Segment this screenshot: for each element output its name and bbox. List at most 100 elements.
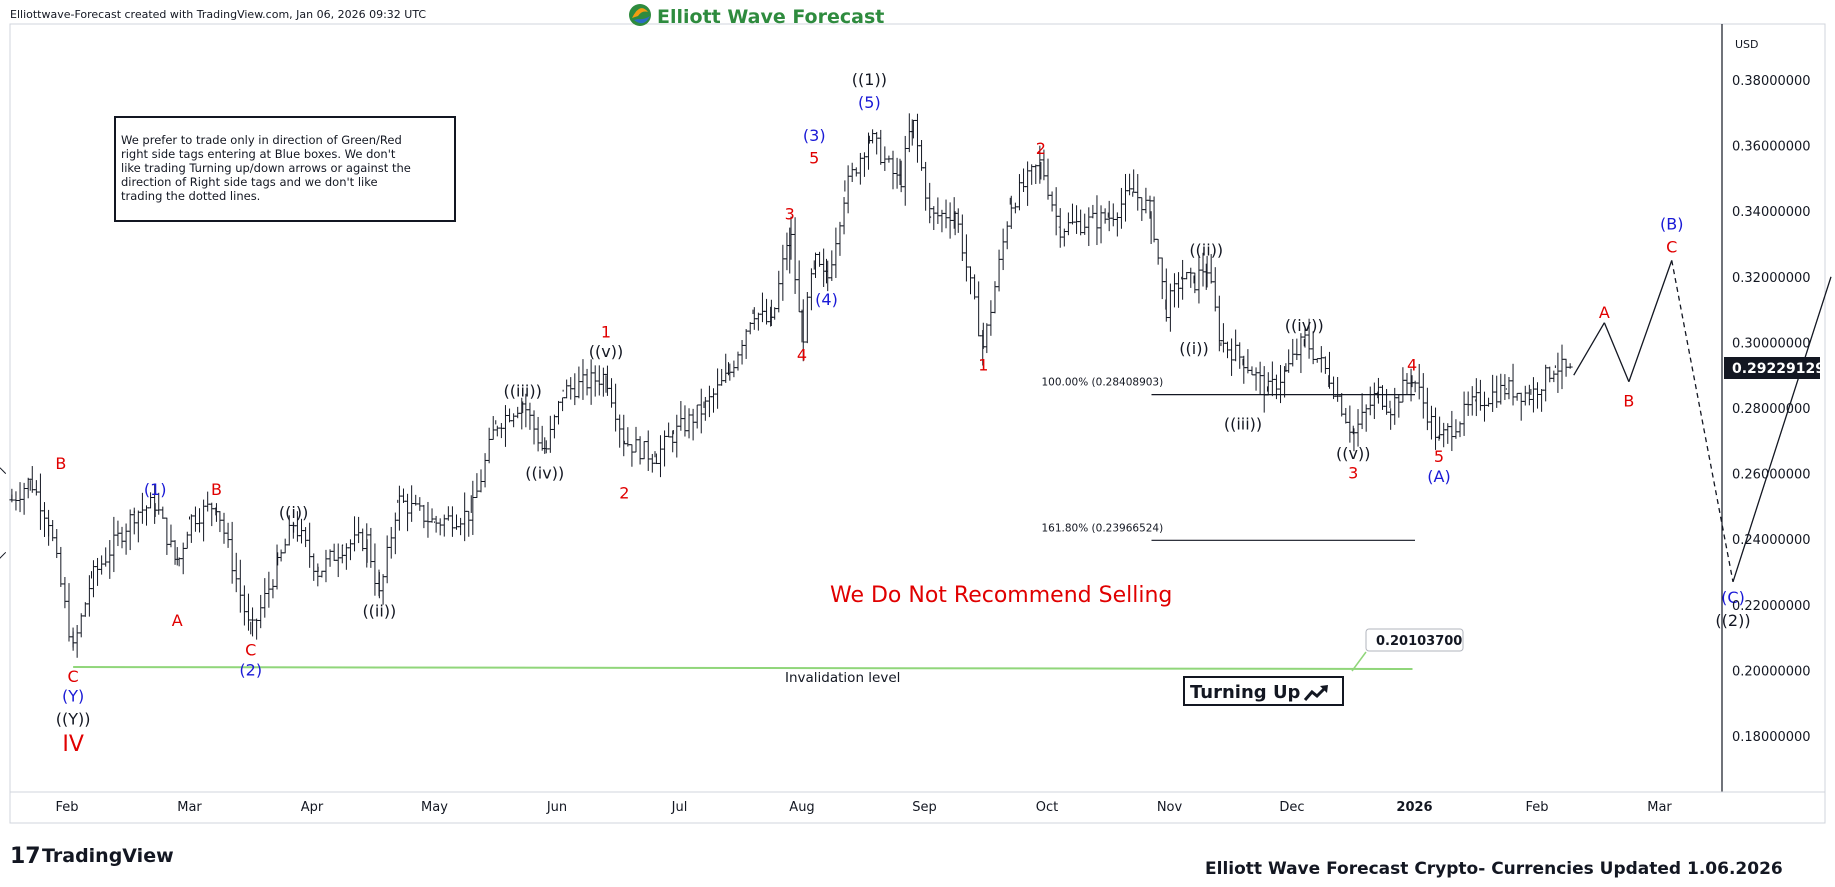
wave-label: (4) xyxy=(815,290,838,309)
wave-label: B xyxy=(211,480,222,499)
wave-label: 5 xyxy=(1434,447,1444,466)
wave-label: ((iii)) xyxy=(1224,414,1262,433)
wave-label: 1 xyxy=(978,355,988,374)
wave-label: ((v)) xyxy=(589,342,623,361)
wave-label: ((iv)) xyxy=(525,464,564,483)
time-tick-label: Jul xyxy=(671,800,688,815)
brand-logo-text: Elliott Wave Forecast xyxy=(657,6,884,28)
price-tick-label: 0.34000000 xyxy=(1732,205,1811,220)
wave-label: 5 xyxy=(809,149,819,168)
projection-segment xyxy=(1671,260,1734,582)
tradingview-logo-text: TradingView xyxy=(42,845,174,867)
update-footer-text: Elliott Wave Forecast Crypto- Currencies… xyxy=(1205,859,1783,879)
projection-segment xyxy=(1603,322,1630,383)
wave-label: ((i)) xyxy=(1179,339,1208,358)
triangle-upper-line xyxy=(0,467,7,474)
wave-label: A xyxy=(1599,303,1610,322)
tradingview-logo-icon: 17 xyxy=(10,844,41,869)
time-tick-label: Apr xyxy=(301,800,324,815)
wave-label: (5) xyxy=(858,93,881,112)
time-tick-label: Jun xyxy=(546,800,567,815)
time-tick-label: Mar xyxy=(177,800,202,815)
price-tick-label: 0.32000000 xyxy=(1732,271,1811,286)
invalidation-line xyxy=(73,665,1413,670)
wave-label: ((1)) xyxy=(852,70,887,89)
brand-logo: Elliott Wave Forecast xyxy=(629,4,884,28)
contracting-triangle xyxy=(0,467,7,559)
fib-level-label: 161.80% (0.23966524) xyxy=(1042,522,1164,534)
time-tick-label: May xyxy=(421,800,448,815)
time-axis-labels: Feb Mar Apr May Jun Jul Aug Sep Oct Nov Dec 2026 Feb… xyxy=(55,800,1672,815)
wave-label: ((2)) xyxy=(1715,611,1750,630)
triangle-lower-line xyxy=(0,551,7,559)
price-tick-label: 0.18000000 xyxy=(1732,730,1811,745)
wave-label: 4 xyxy=(797,346,807,365)
time-tick-label: Aug xyxy=(789,800,814,815)
wave-label: (B) xyxy=(1660,214,1683,233)
wave-label: 3 xyxy=(785,204,795,223)
wave-label: (C) xyxy=(1721,588,1745,607)
time-tick-label: Mar xyxy=(1647,800,1672,815)
fib-level-label: 100.00% (0.28408903) xyxy=(1042,377,1164,389)
invalidation-price-text: 0.20103700 xyxy=(1376,634,1462,649)
trading-note-text: We prefer to trade only in direction of … xyxy=(121,133,411,203)
wave-label: ((ii)) xyxy=(362,601,396,620)
turning-up-text: Turning Up xyxy=(1190,682,1301,703)
invalidation-price-box: 0.20103700 xyxy=(1351,628,1464,672)
turning-up-signal: Turning Up xyxy=(1183,676,1344,706)
wave-label: 3 xyxy=(1348,464,1358,483)
projection-segment xyxy=(1573,322,1605,376)
time-tick-label: Oct xyxy=(1036,800,1058,815)
current-price-tag: 0.29229129 xyxy=(1724,357,1825,379)
wave-label: ((ii)) xyxy=(1189,241,1223,260)
price-tick-label: 0.20000000 xyxy=(1732,664,1811,679)
time-tick-label: Dec xyxy=(1279,800,1304,815)
wave-label: C xyxy=(1666,237,1677,256)
time-tick-label: Sep xyxy=(912,800,937,815)
wave-label: (Y) xyxy=(62,687,84,706)
arrow-up-right-icon xyxy=(1303,685,1328,701)
created-with-text: Elliottwave-Forecast created with Tradin… xyxy=(10,8,426,21)
price-tick-label: 0.30000000 xyxy=(1732,336,1811,351)
wave-label: C xyxy=(68,667,79,686)
wave-label: ((Y)) xyxy=(56,710,91,729)
wave-label: (1) xyxy=(144,480,167,499)
price-tick-label: 0.28000000 xyxy=(1732,402,1811,417)
wave-label: 1 xyxy=(601,323,611,342)
wave-label: ((iii)) xyxy=(504,382,542,401)
currency-label: USD xyxy=(1735,38,1759,51)
wave-label: 4 xyxy=(1407,355,1417,374)
time-tick-label: Nov xyxy=(1157,800,1183,815)
wave-label: B xyxy=(55,454,66,473)
projection-segment xyxy=(1628,260,1673,382)
wave-label: ((v)) xyxy=(1336,444,1370,463)
wave-label: C xyxy=(245,641,256,660)
wave-label: 2 xyxy=(1036,139,1046,158)
trading-note-box: We prefer to trade only in direction of … xyxy=(114,116,456,222)
no-selling-annotation: We Do Not Recommend Selling xyxy=(830,583,1172,608)
price-axis-labels: 0.38000000 0.36000000 0.34000000 0.32000000… xyxy=(1732,74,1811,745)
wave-label: (2) xyxy=(239,660,262,679)
wave-label: (3) xyxy=(803,126,826,145)
wave-label: 2 xyxy=(619,483,629,502)
invalidation-level: Invalidation level xyxy=(73,665,1413,686)
brand-logo-swirl-icon xyxy=(632,8,648,18)
time-tick-label: 2026 xyxy=(1396,800,1432,815)
price-tick-label: 0.38000000 xyxy=(1732,74,1811,89)
price-tick-label: 0.22000000 xyxy=(1732,599,1811,614)
wave-label: ((iv)) xyxy=(1285,316,1324,335)
current-price-text: 0.29229129 xyxy=(1732,361,1825,377)
projection-segment xyxy=(1732,276,1832,583)
price-candles xyxy=(9,113,1573,658)
wave-labels: BC(Y)((Y))IV(1)ABC(2)((i))((ii))((iii))(… xyxy=(55,70,1750,757)
time-tick-label: Feb xyxy=(55,800,78,815)
price-tick-label: 0.36000000 xyxy=(1732,140,1811,155)
tradingview-logo: 17 TradingView xyxy=(10,844,174,869)
wave-label: A xyxy=(172,611,183,630)
price-tick-label: 0.24000000 xyxy=(1732,533,1811,548)
invalidation-label: Invalidation level xyxy=(785,670,900,686)
candle xyxy=(1567,363,1573,369)
wave-label: (A) xyxy=(1427,467,1450,486)
